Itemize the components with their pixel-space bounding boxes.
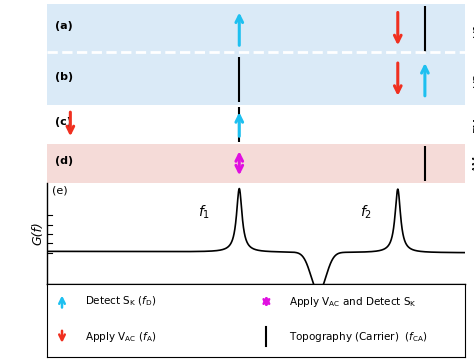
Text: (b): (b) [55,72,73,82]
Text: (c): (c) [55,117,72,127]
Text: $f_1$: $f_1$ [198,204,210,221]
Text: Topography (Carrier)  ($\it{f}_\mathrm{CA}$): Topography (Carrier) ($\it{f}_\mathrm{CA… [289,330,428,344]
Text: (d): (d) [55,156,73,166]
Y-axis label: G(f): G(f) [32,221,45,245]
Text: Apply $\mathrm{V_{AC}}$ and Detect $\mathrm{S_K}$: Apply $\mathrm{V_{AC}}$ and Detect $\mat… [289,295,417,309]
Text: Detect $\mathrm{S_K}$ ($\it{f}_\mathrm{D}$): Detect $\mathrm{S_K}$ ($\it{f}_\mathrm{D… [85,295,156,308]
Text: $f_2$: $f_2$ [360,204,373,221]
Text: H2: H2 [473,72,474,87]
X-axis label: Frequency: Frequency [224,285,288,298]
Text: (a): (a) [55,21,73,31]
Text: FM: FM [473,116,474,132]
Text: AM: AM [473,155,474,172]
Text: H1: H1 [473,21,474,36]
Text: (e): (e) [52,186,67,196]
Text: Apply $\mathrm{V_{AC}}$ ($\it{f}_\mathrm{A}$): Apply $\mathrm{V_{AC}}$ ($\it{f}_\mathrm… [85,330,156,344]
